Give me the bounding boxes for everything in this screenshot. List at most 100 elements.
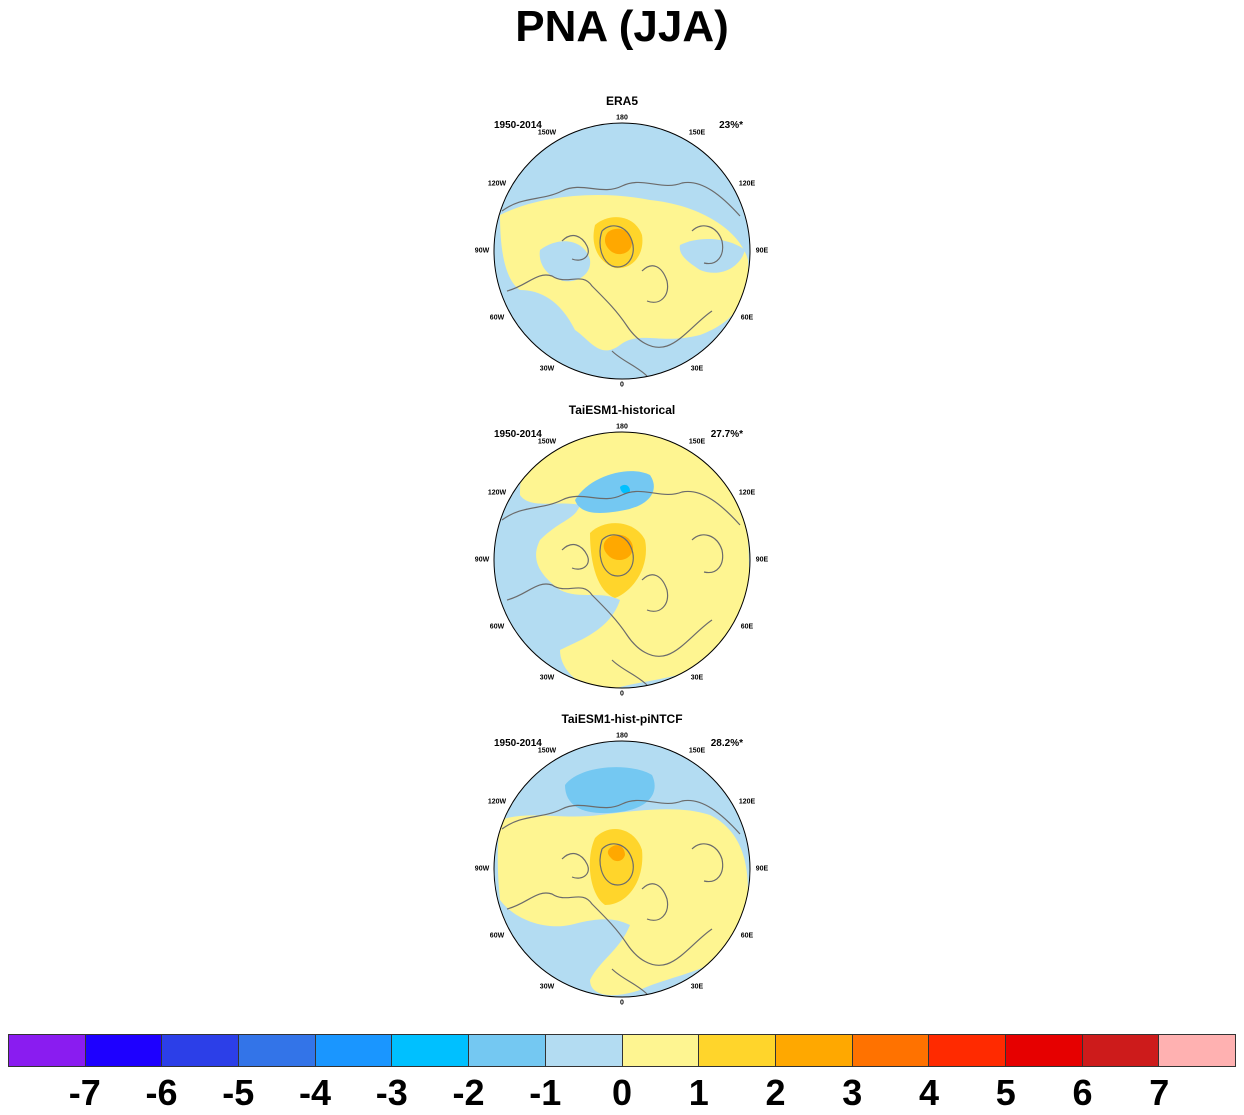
- colorbar-label: -6: [145, 1072, 178, 1113]
- longitude-label: 60E: [740, 314, 754, 322]
- longitude-label: 120W: [487, 489, 507, 497]
- coastline: [599, 843, 634, 886]
- coastline: [641, 574, 669, 612]
- longitude-label: 60W: [489, 314, 505, 322]
- coastline: [691, 534, 724, 574]
- longitude-label: 120E: [738, 489, 756, 497]
- longitude-label: 0: [620, 999, 624, 1007]
- longitude-label: 30W: [539, 365, 555, 373]
- longitude-label: 150W: [537, 747, 557, 755]
- panel-title: ERA5: [605, 94, 638, 108]
- colorbar-cell: [545, 1035, 623, 1066]
- longitude-label: 150E: [688, 438, 706, 446]
- coastline: [506, 274, 713, 348]
- colorbar-label: -5: [222, 1072, 255, 1113]
- coastline: [599, 534, 634, 577]
- coastline: [506, 892, 713, 966]
- longitude-label: 60W: [489, 623, 505, 631]
- coastline: [611, 659, 648, 686]
- anomaly-region: [539, 241, 591, 282]
- panel-variance: 27.7%*: [710, 429, 743, 440]
- longitude-label: 0: [620, 381, 624, 389]
- colorbar-cell: [392, 1035, 470, 1066]
- panel-period: 1950-2014: [494, 120, 542, 131]
- longitude-label: 150W: [537, 438, 557, 446]
- map-border: [493, 740, 751, 998]
- main-title: PNA (JJA): [515, 2, 729, 51]
- colorbar-label: 2: [765, 1072, 786, 1113]
- longitude-label: 30W: [539, 983, 555, 991]
- longitude-label: 30E: [690, 983, 704, 991]
- coastline: [501, 490, 741, 526]
- anomaly-region: [575, 471, 654, 513]
- coastline: [611, 968, 648, 995]
- anomaly-region: [500, 195, 749, 351]
- colorbar-label: 4: [918, 1072, 940, 1113]
- colorbar-label: -1: [529, 1072, 562, 1113]
- colorbar-label: -4: [298, 1072, 332, 1113]
- longitude-label: 30E: [690, 365, 704, 373]
- colorbar-cell: [315, 1035, 393, 1066]
- longitude-label: 60E: [740, 932, 754, 940]
- coastline: [691, 843, 724, 883]
- colorbar-label: 3: [842, 1072, 863, 1113]
- colorbar-label: -7: [68, 1072, 101, 1113]
- longitude-label: 150W: [537, 129, 557, 137]
- colorbar-label: 6: [1072, 1072, 1093, 1113]
- longitude-label: 150E: [688, 129, 706, 137]
- panel-variance: 28.2%*: [710, 738, 743, 749]
- longitude-label: 60E: [740, 623, 754, 631]
- colorbar: [8, 1034, 1236, 1067]
- longitude-label: 120W: [487, 798, 507, 806]
- longitude-label: 60W: [489, 932, 505, 940]
- colorbar-cell: [1082, 1035, 1160, 1066]
- anomaly-region: [603, 534, 633, 560]
- coastline: [561, 852, 589, 879]
- colorbar-label: 0: [611, 1072, 633, 1113]
- longitude-label: 30W: [539, 674, 555, 682]
- panel-period: 1950-2014: [494, 738, 542, 749]
- map-border: [493, 122, 751, 380]
- anomaly-region: [679, 238, 745, 273]
- colorbar-cell: [622, 1035, 700, 1066]
- longitude-label: 120E: [738, 180, 756, 188]
- coastline: [501, 181, 741, 217]
- colorbar-cell: [85, 1035, 163, 1066]
- longitude-label: 0: [620, 690, 624, 698]
- coastline: [506, 583, 713, 657]
- coastline: [501, 799, 741, 835]
- longitude-label: 30E: [690, 674, 704, 682]
- longitude-label: 90E: [755, 556, 769, 564]
- panel-period: 1950-2014: [494, 429, 542, 440]
- anomaly-region: [590, 523, 646, 598]
- colorbar-cell: [1159, 1035, 1235, 1066]
- colorbar-cell: [699, 1035, 776, 1066]
- coastline: [641, 265, 669, 303]
- colorbar-cell: [9, 1035, 86, 1066]
- longitude-label: 180: [616, 423, 628, 431]
- longitude-label: 150E: [688, 747, 706, 755]
- coastline: [641, 883, 669, 921]
- longitude-label: 90W: [474, 865, 490, 873]
- colorbar-label: -3: [375, 1072, 408, 1113]
- panel-title: TaiESM1-hist-piNTCF: [561, 712, 683, 726]
- anomaly-region: [604, 228, 632, 255]
- colorbar-cell: [239, 1035, 316, 1066]
- map-border: [493, 431, 751, 689]
- coastline: [599, 225, 634, 268]
- coastline: [611, 350, 648, 377]
- colorbar-cell: [852, 1035, 930, 1066]
- anomaly-region: [620, 484, 630, 494]
- colorbar-label: -2: [452, 1072, 485, 1113]
- panel-title: TaiESM1-historical: [568, 403, 676, 417]
- longitude-label: 120W: [487, 180, 507, 188]
- longitude-label: 90E: [755, 865, 769, 873]
- colorbar-cell: [775, 1035, 853, 1066]
- longitude-label: 90W: [474, 247, 490, 255]
- coastline: [561, 234, 589, 261]
- colorbar-label: 7: [1149, 1072, 1170, 1113]
- colorbar-cell: [929, 1035, 1006, 1066]
- longitude-label: 90W: [474, 556, 490, 564]
